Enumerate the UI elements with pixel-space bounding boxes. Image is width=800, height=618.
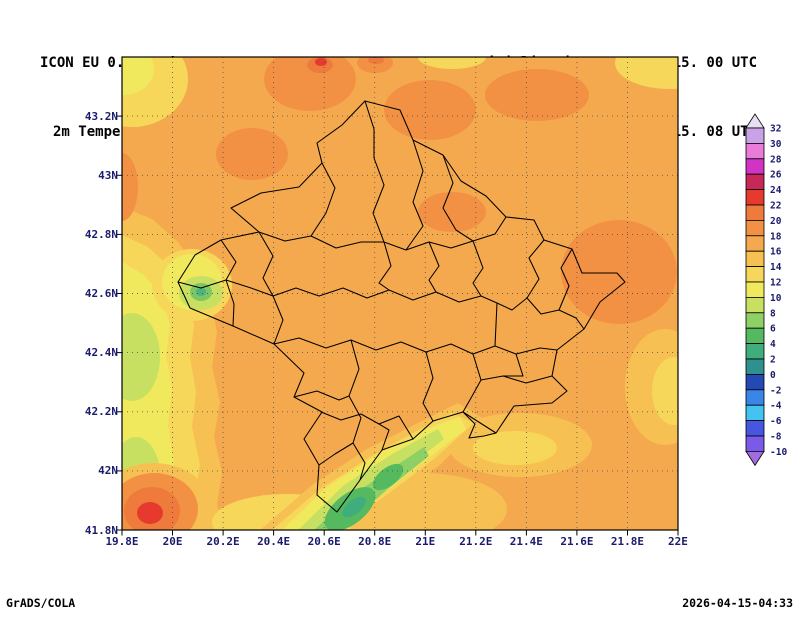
colorbar-segment — [745, 127, 765, 144]
colorbar-triangle-bottom — [745, 450, 765, 467]
lon-label: 19.8E — [105, 535, 139, 548]
colorbar-segment — [745, 220, 765, 237]
lat-label: 43N — [98, 168, 118, 182]
colorbar-segment — [745, 296, 765, 314]
colorbar-tick-label: -4 — [770, 401, 782, 412]
colorbar-segment — [745, 358, 765, 375]
map-area — [116, 56, 679, 536]
colorbar-tick-label: -6 — [770, 416, 782, 427]
colorbar-tick-label: 22 — [770, 201, 781, 212]
colorbar-tick-label: 8 — [770, 308, 776, 319]
lat-label: 41.8N — [84, 523, 118, 537]
lon-label: 21.8E — [610, 535, 644, 548]
colorbar-tick-label: 18 — [770, 231, 782, 242]
colorbar-segment — [745, 327, 765, 344]
colorbar-tick-label: 20 — [770, 216, 782, 227]
lon-label: 20.8E — [358, 535, 392, 548]
colorbar-segment — [745, 389, 765, 406]
timestamp-text: 2026-04-15-04:33 — [682, 596, 793, 610]
credit-text: GrADS/COLA — [6, 596, 76, 610]
colorbar-segment — [745, 420, 765, 437]
colorbar-segment — [745, 343, 765, 360]
colorbar-tick-label: 14 — [770, 262, 782, 273]
map-svg — [116, 56, 679, 536]
lat-label: 42.8N — [84, 227, 118, 241]
lon-label: 21.6E — [560, 535, 594, 548]
axis-ticks — [116, 115, 679, 536]
lon-label: 20.6E — [307, 535, 341, 548]
colorbar-segment — [745, 281, 765, 298]
colorbar-tick-label: 26 — [770, 170, 782, 181]
colorbar-tick-label: -10 — [770, 447, 787, 458]
lon-label: 21.2E — [459, 535, 493, 548]
lon-label: 21E — [415, 535, 436, 548]
colorbar-segment — [745, 404, 765, 422]
lon-label: 20.2E — [206, 535, 240, 548]
colorbar-tick-label: 10 — [770, 293, 782, 304]
lon-label: 21.4E — [509, 535, 543, 548]
lat-label: 42N — [98, 464, 118, 478]
colorbar-segment — [745, 142, 765, 160]
colorbar-tick-label: 6 — [770, 324, 776, 335]
colorbar-tick-label: 2 — [770, 355, 776, 366]
colorbar-segment — [745, 266, 765, 283]
colorbar-segment — [745, 158, 765, 175]
lon-label: 20.4E — [257, 535, 291, 548]
temperature-field — [122, 57, 678, 530]
lon-label: 20E — [162, 535, 183, 548]
colorbar-tick-label: 30 — [770, 139, 782, 150]
colorbar-tick-label: 4 — [770, 339, 776, 350]
colorbar-tick-label: -8 — [770, 432, 782, 443]
colorbar-tick-label: 12 — [770, 278, 781, 289]
colorbar-tick-label: 0 — [770, 370, 776, 381]
colorbar-segment — [745, 189, 765, 206]
colorbar-segment — [745, 250, 765, 267]
lat-label: 42.6N — [84, 287, 118, 300]
colorbar-segment — [745, 435, 765, 452]
lat-label: 43.2N — [84, 109, 118, 123]
colorbar-tick-label: 16 — [770, 247, 782, 258]
lon-label: 22E — [668, 535, 688, 548]
colorbar-segment — [745, 373, 765, 391]
colorbar-triangle-top — [745, 113, 765, 129]
colorbar-segment — [745, 235, 765, 252]
colorbar-segment — [745, 312, 765, 329]
colorbar-tick-label: 24 — [770, 185, 782, 196]
colorbar-tick-label: 32 — [770, 124, 781, 135]
municipality-boundaries — [177, 100, 626, 513]
lat-label: 42.2N — [84, 405, 118, 419]
colorbar-tick-label: 28 — [770, 154, 782, 165]
colorbar-segment — [745, 173, 765, 191]
colorbar-segment — [745, 204, 765, 221]
lat-label: 42.4N — [84, 346, 118, 360]
colorbar-tick-label: -2 — [770, 385, 781, 396]
